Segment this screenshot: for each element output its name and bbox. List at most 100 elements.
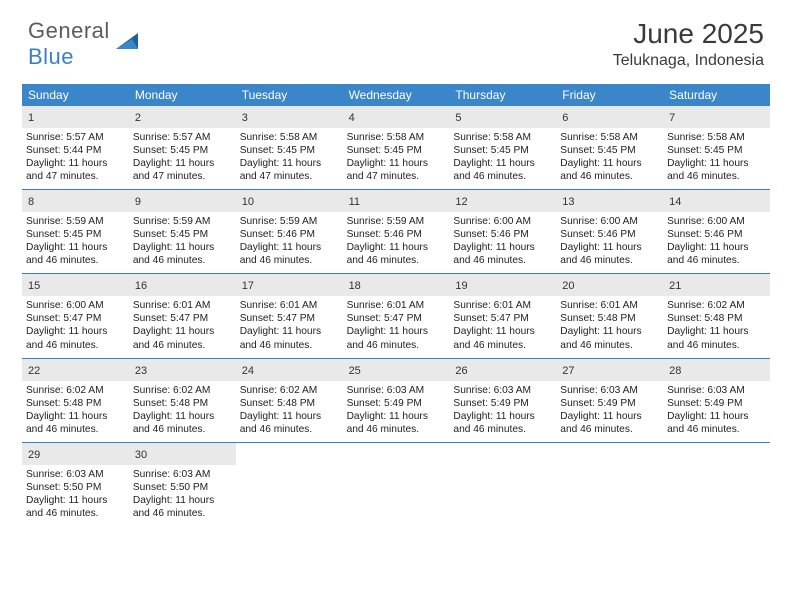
day-number-row: 10: [236, 190, 343, 212]
day-d1-line: Daylight: 11 hours: [26, 410, 125, 423]
day-d2-line: and 46 minutes.: [560, 254, 659, 267]
day-sunset-line: Sunset: 5:48 PM: [667, 312, 766, 325]
day-d1-line: Daylight: 11 hours: [560, 410, 659, 423]
day-d1-line: Daylight: 11 hours: [133, 494, 232, 507]
day-cell: 12Sunrise: 6:00 AMSunset: 5:46 PMDayligh…: [449, 190, 556, 273]
day-d1-line: Daylight: 11 hours: [133, 157, 232, 170]
day-sunset-line: Sunset: 5:46 PM: [560, 228, 659, 241]
day-sunset-line: Sunset: 5:47 PM: [133, 312, 232, 325]
day-sunset-line: Sunset: 5:45 PM: [560, 144, 659, 157]
dow-monday: Monday: [129, 84, 236, 106]
day-sunrise-line: Sunrise: 6:01 AM: [133, 299, 232, 312]
day-d2-line: and 47 minutes.: [240, 170, 339, 183]
page-header: General Blue June 2025 Teluknaga, Indone…: [0, 0, 792, 76]
day-cell: 7Sunrise: 5:58 AMSunset: 5:45 PMDaylight…: [663, 106, 770, 189]
day-number-row: 14: [663, 190, 770, 212]
day-sunset-line: Sunset: 5:49 PM: [347, 397, 446, 410]
day-sunrise-line: Sunrise: 6:03 AM: [667, 384, 766, 397]
day-sunset-line: Sunset: 5:45 PM: [133, 228, 232, 241]
day-d2-line: and 46 minutes.: [667, 254, 766, 267]
day-number: 29: [28, 449, 40, 461]
day-d2-line: and 46 minutes.: [560, 339, 659, 352]
day-d2-line: and 46 minutes.: [26, 507, 125, 520]
day-of-week-header: Sunday Monday Tuesday Wednesday Thursday…: [22, 84, 770, 106]
location-label: Teluknaga, Indonesia: [613, 52, 764, 70]
day-sunrise-line: Sunrise: 5:59 AM: [240, 215, 339, 228]
day-sunrise-line: Sunrise: 6:00 AM: [453, 215, 552, 228]
day-number: 4: [349, 112, 355, 124]
day-number: 5: [455, 112, 461, 124]
day-sunrise-line: Sunrise: 5:58 AM: [453, 131, 552, 144]
day-sunrise-line: Sunrise: 5:57 AM: [26, 131, 125, 144]
day-d2-line: and 46 minutes.: [240, 254, 339, 267]
day-sunrise-line: Sunrise: 5:59 AM: [26, 215, 125, 228]
day-number: 22: [28, 365, 40, 377]
dow-tuesday: Tuesday: [236, 84, 343, 106]
day-d2-line: and 46 minutes.: [347, 423, 446, 436]
day-sunset-line: Sunset: 5:45 PM: [26, 228, 125, 241]
day-cell: 27Sunrise: 6:03 AMSunset: 5:49 PMDayligh…: [556, 359, 663, 442]
day-number-row: 6: [556, 106, 663, 128]
day-d2-line: and 46 minutes.: [453, 423, 552, 436]
day-cell: 17Sunrise: 6:01 AMSunset: 5:47 PMDayligh…: [236, 274, 343, 357]
day-d1-line: Daylight: 11 hours: [347, 410, 446, 423]
calendar: Sunday Monday Tuesday Wednesday Thursday…: [22, 84, 770, 526]
day-d2-line: and 47 minutes.: [26, 170, 125, 183]
day-cell: 18Sunrise: 6:01 AMSunset: 5:47 PMDayligh…: [343, 274, 450, 357]
day-number: 1: [28, 112, 34, 124]
day-d2-line: and 46 minutes.: [240, 339, 339, 352]
day-cell: 5Sunrise: 5:58 AMSunset: 5:45 PMDaylight…: [449, 106, 556, 189]
day-cell: 25Sunrise: 6:03 AMSunset: 5:49 PMDayligh…: [343, 359, 450, 442]
day-d2-line: and 46 minutes.: [667, 170, 766, 183]
brand-part2: Blue: [28, 44, 74, 69]
day-cell: 28Sunrise: 6:03 AMSunset: 5:49 PMDayligh…: [663, 359, 770, 442]
day-number: 30: [135, 449, 147, 461]
day-sunrise-line: Sunrise: 6:02 AM: [133, 384, 232, 397]
day-d1-line: Daylight: 11 hours: [347, 157, 446, 170]
day-number-row: 15: [22, 274, 129, 296]
day-sunset-line: Sunset: 5:48 PM: [26, 397, 125, 410]
day-number-row: 8: [22, 190, 129, 212]
day-sunset-line: Sunset: 5:48 PM: [560, 312, 659, 325]
day-sunrise-line: Sunrise: 6:02 AM: [26, 384, 125, 397]
title-block: June 2025 Teluknaga, Indonesia: [613, 18, 764, 70]
day-number-row: 9: [129, 190, 236, 212]
day-number-row: 19: [449, 274, 556, 296]
day-sunset-line: Sunset: 5:45 PM: [667, 144, 766, 157]
day-sunset-line: Sunset: 5:49 PM: [667, 397, 766, 410]
day-d1-line: Daylight: 11 hours: [240, 325, 339, 338]
day-number-row: 18: [343, 274, 450, 296]
day-d2-line: and 46 minutes.: [453, 170, 552, 183]
day-sunrise-line: Sunrise: 6:02 AM: [667, 299, 766, 312]
day-cell: 6Sunrise: 5:58 AMSunset: 5:45 PMDaylight…: [556, 106, 663, 189]
day-sunset-line: Sunset: 5:46 PM: [667, 228, 766, 241]
week-row: 29 Sunrise: 6:03 AMSunset: 5:50 PMDayligh…: [22, 443, 770, 526]
day-cell: 15Sunrise: 6:00 AMSunset: 5:47 PMDayligh…: [22, 274, 129, 357]
day-sunset-line: Sunset: 5:47 PM: [26, 312, 125, 325]
day-sunset-line: Sunset: 5:48 PM: [133, 397, 232, 410]
day-d2-line: and 46 minutes.: [453, 339, 552, 352]
day-number-row: 26: [449, 359, 556, 381]
brand-part1: General: [28, 18, 110, 43]
day-d2-line: and 46 minutes.: [560, 170, 659, 183]
day-sunrise-line: Sunrise: 6:00 AM: [26, 299, 125, 312]
day-sunset-line: Sunset: 5:46 PM: [240, 228, 339, 241]
day-number: 14: [669, 196, 681, 208]
day-sunset-line: Sunset: 5:44 PM: [26, 144, 125, 157]
dow-thursday: Thursday: [449, 84, 556, 106]
day-d2-line: and 46 minutes.: [667, 339, 766, 352]
day-number: 20: [562, 280, 574, 292]
day-number-row: 23: [129, 359, 236, 381]
brand-mark-icon: [114, 29, 140, 60]
day-sunrise-line: Sunrise: 6:00 AM: [667, 215, 766, 228]
day-d2-line: and 46 minutes.: [26, 423, 125, 436]
day-sunrise-line: Sunrise: 5:58 AM: [560, 131, 659, 144]
day-sunset-line: Sunset: 5:50 PM: [133, 481, 232, 494]
day-cell: 11Sunrise: 5:59 AMSunset: 5:46 PMDayligh…: [343, 190, 450, 273]
dow-saturday: Saturday: [663, 84, 770, 106]
dow-friday: Friday: [556, 84, 663, 106]
day-number-row: 5: [449, 106, 556, 128]
day-number: 10: [242, 196, 254, 208]
day-cell: 14Sunrise: 6:00 AMSunset: 5:46 PMDayligh…: [663, 190, 770, 273]
day-sunrise-line: Sunrise: 6:03 AM: [133, 468, 232, 481]
